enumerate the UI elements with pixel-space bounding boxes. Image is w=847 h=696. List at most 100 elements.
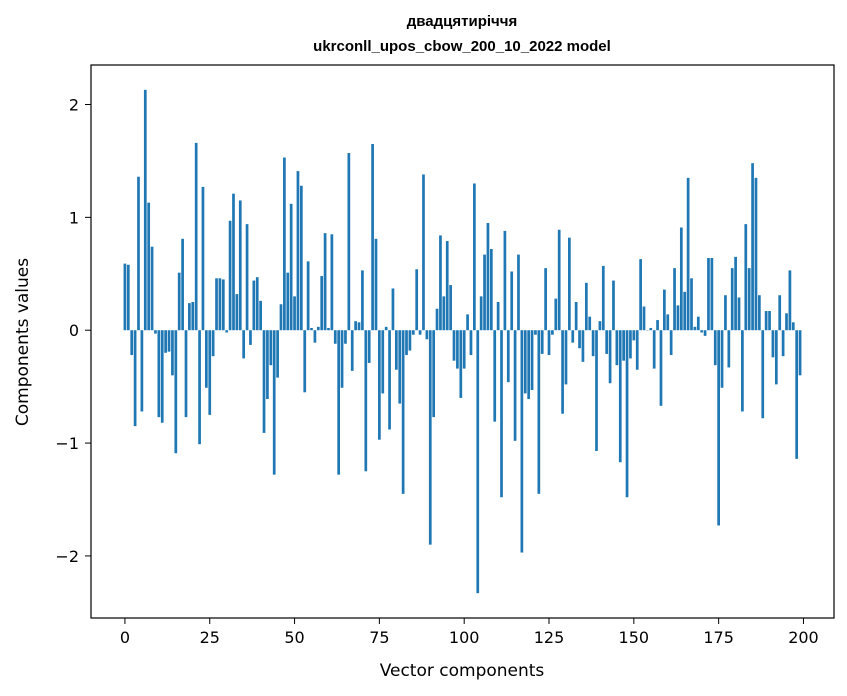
bar <box>469 330 473 356</box>
bar <box>554 298 558 331</box>
bar <box>557 229 561 331</box>
bar <box>262 330 266 433</box>
x-tick-label: 0 <box>120 628 130 647</box>
y-tick-label: 1 <box>69 208 79 227</box>
chart-subtitle: ukrconll_upos_cbow_200_10_2022 model <box>313 38 611 55</box>
bar <box>534 330 537 335</box>
bar <box>506 330 510 383</box>
bar <box>663 289 666 331</box>
bar <box>320 276 324 331</box>
bar <box>327 327 330 331</box>
bar <box>164 330 167 353</box>
bar <box>323 233 327 331</box>
bar <box>754 177 758 331</box>
bar <box>289 203 293 331</box>
bar <box>601 265 605 331</box>
bar <box>442 296 446 331</box>
bar <box>744 224 748 331</box>
bar <box>717 330 720 526</box>
bar <box>350 330 354 371</box>
bar <box>462 330 466 369</box>
bar <box>523 330 527 394</box>
y-tick-label: 0 <box>69 321 79 340</box>
bar <box>741 330 744 412</box>
bar <box>629 330 632 359</box>
bar <box>357 322 361 331</box>
bar <box>181 238 184 331</box>
bar <box>299 185 303 331</box>
bar <box>439 235 442 331</box>
bar <box>578 330 581 349</box>
bar <box>130 330 134 356</box>
bar <box>391 288 395 331</box>
bar <box>493 330 497 422</box>
x-tick-label: 25 <box>200 628 220 647</box>
bar <box>652 330 656 369</box>
bar <box>656 320 659 331</box>
bar <box>225 330 229 333</box>
bar <box>432 330 436 418</box>
x-tick-label: 50 <box>284 628 304 647</box>
bar <box>340 330 344 388</box>
bar <box>700 330 704 333</box>
bar <box>405 330 408 356</box>
bar <box>415 269 419 331</box>
bar <box>374 238 378 331</box>
y-tick-label: −1 <box>55 434 79 453</box>
bar <box>774 330 778 385</box>
bar <box>781 330 785 357</box>
bar <box>445 241 449 331</box>
bar <box>476 330 480 594</box>
x-tick-label: 150 <box>619 628 650 647</box>
bar <box>686 177 690 331</box>
bar <box>266 330 269 400</box>
bar <box>639 259 642 331</box>
bar <box>574 302 578 331</box>
bar <box>605 330 609 354</box>
bar <box>544 268 547 331</box>
bar <box>758 295 761 331</box>
bar <box>591 330 595 357</box>
bar <box>595 330 598 451</box>
bar <box>422 174 425 331</box>
bar <box>571 330 575 343</box>
bar <box>333 330 337 344</box>
bar <box>296 171 300 331</box>
bar <box>568 237 571 331</box>
bar <box>459 330 463 398</box>
bar <box>510 271 514 331</box>
bar <box>768 311 771 331</box>
bar <box>337 330 341 475</box>
x-tick-label: 100 <box>449 628 480 647</box>
bar <box>283 157 286 331</box>
y-tick-label: 2 <box>69 96 79 115</box>
bar <box>245 224 249 331</box>
bar <box>188 303 191 331</box>
bar <box>785 313 788 331</box>
bar <box>228 220 232 331</box>
bar <box>367 330 371 363</box>
bar <box>428 330 432 545</box>
bar <box>500 330 503 498</box>
bar <box>279 304 283 331</box>
bar <box>313 330 317 343</box>
bar <box>720 330 724 388</box>
bar <box>612 280 615 331</box>
bar <box>707 257 710 331</box>
bar <box>466 314 469 331</box>
bars-group <box>123 89 802 594</box>
bar <box>537 330 541 494</box>
bar <box>361 270 364 331</box>
bar <box>598 321 602 331</box>
bar <box>791 322 795 331</box>
bar <box>724 295 727 331</box>
bar <box>618 330 622 463</box>
bar <box>238 200 242 331</box>
bar <box>133 330 137 427</box>
bar <box>154 330 157 334</box>
bar <box>747 268 751 331</box>
bar <box>771 330 775 358</box>
bar <box>669 330 673 356</box>
bar <box>642 306 646 331</box>
bar <box>157 330 161 418</box>
